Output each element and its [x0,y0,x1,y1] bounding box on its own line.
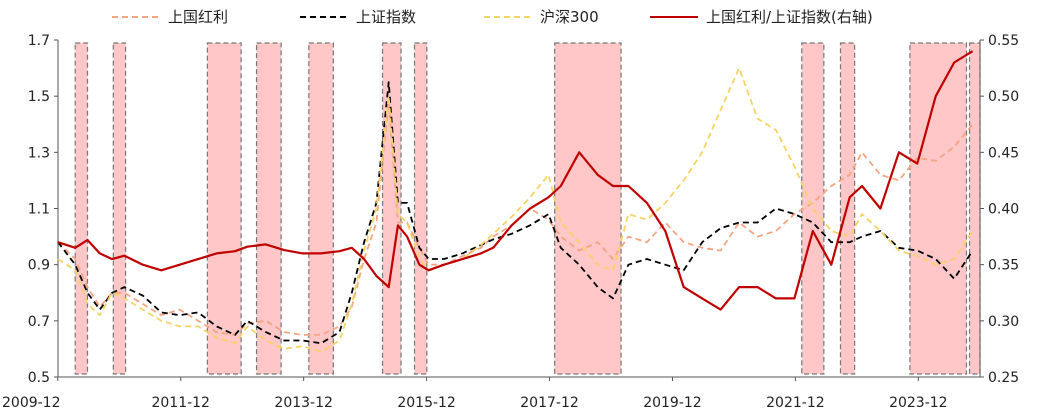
left-tick-label-4: 1.3 [28,145,50,161]
shaded-period-3 [206,42,242,375]
x-tick-label-3: 2015-12 [397,395,456,411]
shaded-period-8 [554,42,622,375]
x-tick-label-2: 2013-12 [274,395,333,411]
series-line-3 [57,50,974,311]
right-tick-label-4: 0.45 [988,145,1019,161]
right-tick-label-5: 0.50 [988,89,1019,105]
legend-label-3: 上国红利/上证指数(右轴) [706,8,873,26]
x-tick-label-7: 2023-12 [889,395,948,411]
legend-label-0: 上国红利 [168,8,228,26]
shaded-period-0 [74,42,89,375]
left-tick-label-5: 1.5 [28,89,50,105]
left-tick-label-0: 0.5 [28,370,50,386]
legend-label-2: 沪深300 [540,8,599,26]
left-tick-label-3: 1.1 [28,202,50,218]
x-tick-label-5: 2019-12 [643,395,702,411]
right-tick-label-0: 0.25 [988,370,1019,386]
right-tick-label-1: 0.30 [988,314,1019,330]
shaded-period-12 [968,42,981,375]
shaded-period-7 [413,42,428,375]
shaded-period-4 [255,42,282,375]
series-line-1 [57,81,974,345]
x-tick-label-6: 2021-12 [766,395,825,411]
x-tick-label-4: 2017-12 [520,395,579,411]
left-tick-label-2: 0.9 [28,258,50,274]
left-tick-label-6: 1.7 [28,33,50,49]
right-tick-label-6: 0.55 [988,33,1019,49]
x-tick-label-0: 2009-12 [2,395,61,411]
x-tick-label-1: 2011-12 [151,395,210,411]
chart-legend: 上国红利 上证指数 沪深300 上国红利/上证指数(右轴) [112,8,873,26]
series-line-2 [57,67,974,353]
series-line-0 [57,100,974,336]
shaded-periods [74,42,981,375]
chart-axes: 0.5 0.7 0.9 1.1 1.3 1.5 1.7 0.25 0.30 0.35 0.40 0.4… [2,33,1019,411]
right-tick-label-2: 0.35 [988,258,1019,274]
left-tick-label-1: 0.7 [28,314,50,330]
chart-series [57,50,974,353]
shaded-period-9 [801,42,825,375]
legend-label-1: 上证指数 [356,8,416,26]
shaded-period-5 [308,42,334,375]
shaded-period-11 [909,42,968,375]
shaded-period-1 [112,42,127,375]
right-tick-label-3: 0.40 [988,202,1019,218]
